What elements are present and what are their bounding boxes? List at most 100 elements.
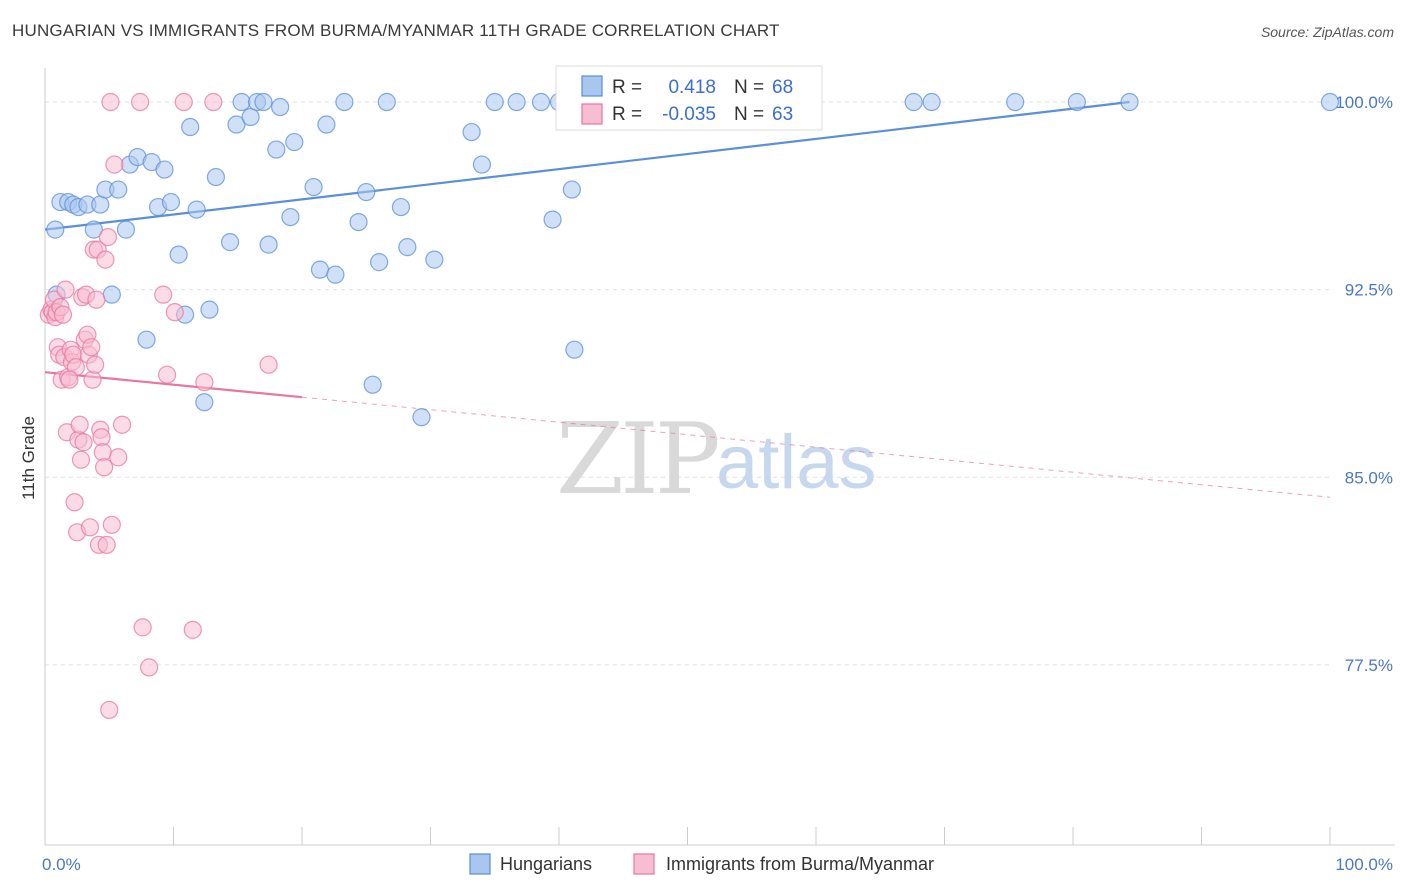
- point-hungarians-42: [335, 92, 354, 112]
- point-hungarians-43: [349, 212, 368, 232]
- point-burma-41: [95, 458, 114, 477]
- point-hungarians-7: [84, 220, 103, 239]
- point-burma-31: [82, 338, 101, 357]
- point-burma-59: [204, 92, 223, 112]
- x-tick-label-0: 0.0%: [42, 855, 81, 874]
- point-burma-55: [165, 303, 184, 322]
- point-burma-39: [92, 428, 111, 447]
- point-hungarians-47: [377, 92, 396, 112]
- point-hungarians-55: [507, 92, 526, 112]
- point-burma-56: [174, 92, 193, 112]
- point-hungarians-10: [102, 285, 121, 304]
- point-burma-60: [259, 355, 278, 374]
- point-hungarians-63: [922, 92, 941, 112]
- point-hungarians-54: [485, 92, 504, 112]
- point-burma-40: [93, 443, 112, 462]
- legend-n-value-2: 63: [772, 104, 793, 125]
- series-legend-swatch-burma: [633, 853, 655, 875]
- legend-r-label-2: R =: [612, 104, 642, 125]
- point-hungarians-20: [169, 245, 188, 264]
- watermark: ZIP atlas: [556, 403, 877, 517]
- watermark-atlas: atlas: [716, 420, 877, 505]
- point-burma-49: [112, 415, 132, 434]
- trendline-extension-burma: [301, 396, 1331, 498]
- point-hungarians-67: [1320, 92, 1340, 112]
- point-hungarians-0: [46, 220, 65, 239]
- point-hungarians-32: [254, 92, 273, 112]
- series-legend: Hungarians Immigrants from Burma/Myanmar: [469, 853, 934, 875]
- legend-n-label-2: N =: [734, 104, 764, 125]
- point-hungarians-18: [155, 160, 174, 179]
- point-burma-45: [100, 700, 119, 720]
- point-hungarians-50: [412, 408, 431, 427]
- series-legend-label-burma: Immigrants from Burma/Myanmar: [666, 854, 934, 874]
- point-hungarians-12: [116, 220, 136, 239]
- point-hungarians-66: [1120, 92, 1139, 112]
- legend-n-label-1: N =: [734, 77, 764, 98]
- legend-r-value-1: 0.418: [668, 77, 716, 98]
- point-hungarians-15: [137, 330, 156, 349]
- point-hungarians-26: [206, 167, 226, 187]
- point-hungarians-19: [161, 192, 181, 212]
- point-hungarians-28: [227, 115, 246, 134]
- point-burma-35: [87, 290, 106, 309]
- point-hungarians-35: [271, 97, 290, 117]
- y-tick-label-0: 100.0%: [1335, 93, 1393, 112]
- point-hungarians-37: [285, 132, 304, 152]
- point-burma-54: [157, 365, 177, 384]
- point-burma-46: [102, 515, 121, 534]
- point-burma-10: [53, 305, 73, 324]
- point-burma-32: [83, 370, 102, 389]
- point-burma-34: [86, 355, 105, 374]
- point-hungarians-49: [398, 238, 417, 257]
- legend-r-label-1: R =: [612, 77, 642, 98]
- point-burma-58: [195, 373, 214, 392]
- y-tick-label-3: 77.5%: [1345, 656, 1393, 675]
- point-hungarians-51: [425, 250, 444, 269]
- y-tick-label-2: 85.0%: [1345, 468, 1393, 487]
- point-hungarians-41: [326, 265, 345, 284]
- point-burma-30: [80, 518, 100, 537]
- point-burma-47: [105, 155, 124, 174]
- axes: [44, 68, 1395, 846]
- point-hungarians-27: [220, 233, 240, 252]
- watermark-zip: ZIP: [556, 403, 718, 517]
- point-hungarians-64: [1006, 92, 1025, 112]
- point-burma-44: [98, 228, 118, 247]
- legend-swatch-burma: [581, 103, 603, 125]
- point-burma-61: [101, 92, 120, 112]
- point-hungarians-36: [281, 207, 300, 227]
- point-burma-57: [183, 620, 202, 639]
- point-hungarians-45: [363, 375, 382, 394]
- gridlines: [45, 101, 1330, 666]
- point-burma-62: [60, 370, 79, 389]
- point-burma-51: [133, 618, 152, 637]
- point-hungarians-34: [267, 140, 286, 159]
- point-hungarians-29: [232, 92, 251, 112]
- data-points: [39, 92, 1340, 720]
- point-hungarians-23: [187, 200, 206, 219]
- trendline-hungarians: [44, 100, 1130, 231]
- legend-n-value-1: 68: [772, 77, 793, 98]
- point-burma-22: [70, 415, 89, 434]
- chart-title: HUNGARIAN VS IMMIGRANTS FROM BURMA/MYANM…: [12, 21, 780, 40]
- y-tick-label-1: 92.5%: [1345, 281, 1393, 300]
- point-hungarians-48: [391, 197, 411, 217]
- point-burma-48: [109, 448, 128, 467]
- point-hungarians-57: [543, 210, 562, 229]
- chart-source: Source: ZipAtlas.com: [1260, 24, 1394, 40]
- correlation-legend: R = 0.418 N = 68 R = -0.035 N = 63: [555, 65, 823, 131]
- point-hungarians-65: [1067, 92, 1086, 112]
- point-hungarians-38: [304, 177, 323, 197]
- point-hungarians-30: [241, 107, 260, 127]
- point-hungarians-60: [565, 340, 584, 359]
- point-hungarians-46: [370, 253, 389, 272]
- point-hungarians-56: [531, 92, 551, 112]
- point-hungarians-59: [562, 180, 581, 199]
- point-burma-50: [130, 92, 150, 112]
- point-hungarians-33: [259, 235, 278, 254]
- legend-swatch-hungarians: [581, 75, 603, 97]
- point-burma-18: [65, 493, 84, 512]
- point-hungarians-53: [472, 155, 491, 174]
